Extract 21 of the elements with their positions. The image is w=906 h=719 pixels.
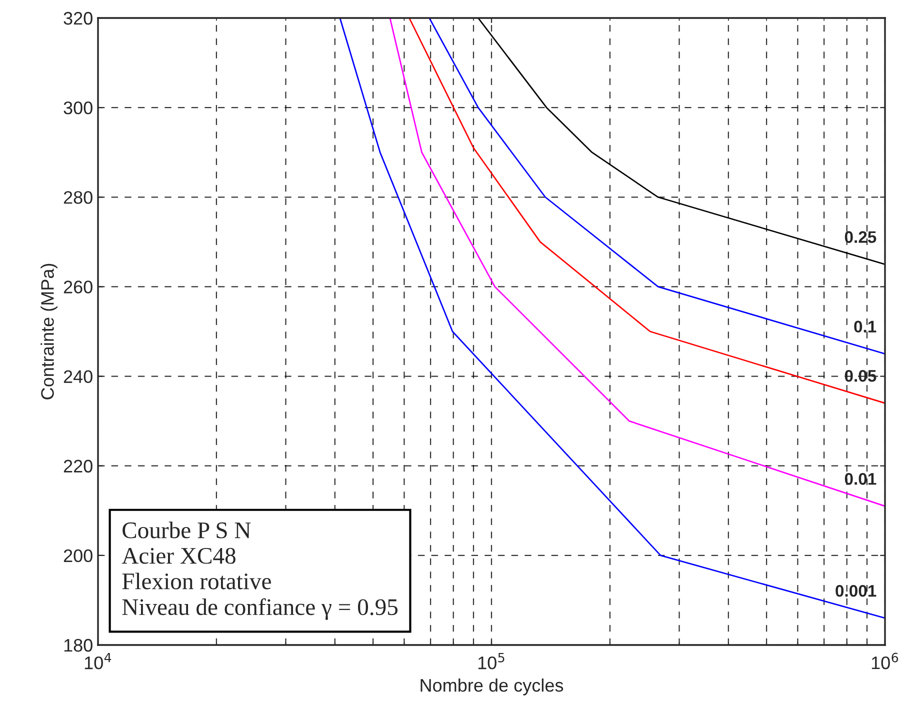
y-axis-title: Contrainte (MPa) [40, 264, 58, 400]
y-tick-label: 240 [64, 370, 92, 384]
series-label: 0.1 [854, 320, 876, 333]
y-tick-label: 300 [64, 102, 92, 114]
annotation: Niveau de confiance γ = 0.95 [122, 598, 398, 620]
y-tick-label: 280 [64, 191, 92, 204]
y-tick-label: 220 [64, 460, 92, 473]
annotation: Flexion rotative [122, 572, 271, 590]
x-tick-label: 10$^{6}$ [872, 652, 898, 670]
series-label: 0.01 [844, 473, 876, 485]
y-tick-label: 200 [64, 549, 92, 562]
series-label: 0.001 [836, 584, 876, 597]
x-axis-title: Nombre de cycles [420, 678, 564, 696]
annotation: Acier XC48 [122, 548, 236, 564]
y-tick-label: 260 [64, 280, 92, 294]
annotation: Courbe P S N [122, 522, 251, 538]
x-tick-label: 10$^{5}$ [478, 652, 504, 670]
y-tick-label: 320 [64, 12, 92, 25]
series-label: 0.25 [844, 231, 876, 243]
y-tick-label: 180 [64, 638, 92, 652]
x-tick-label: 10$^{4}$ [84, 652, 112, 670]
